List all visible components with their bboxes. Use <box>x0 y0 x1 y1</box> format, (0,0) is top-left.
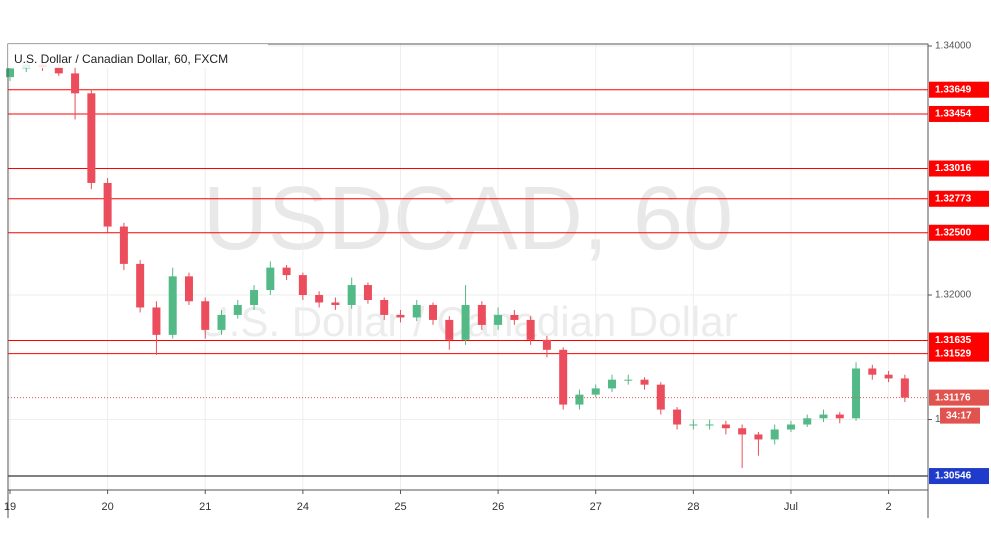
candle-body <box>184 276 193 302</box>
level-line-label: 1.33454 <box>935 109 972 120</box>
candle-body <box>363 285 372 300</box>
candle-body <box>217 314 226 330</box>
candle-body <box>673 409 682 425</box>
candle-body <box>510 314 519 320</box>
level-line-label: 1.33649 <box>935 84 972 95</box>
grid <box>8 44 928 490</box>
candle-body <box>250 290 259 305</box>
candle-body <box>689 424 698 426</box>
y-tick-label: 1.34000 <box>935 41 972 52</box>
candle-body <box>136 263 145 308</box>
level-line-label: 1.32773 <box>935 193 972 204</box>
candle-body <box>396 314 405 318</box>
candle-body <box>412 304 421 318</box>
support-line-label-bg <box>929 468 989 485</box>
candle-body <box>640 379 649 385</box>
candle-body <box>656 384 665 410</box>
level-line-label-bg <box>929 160 989 177</box>
level-line-label: 1.32500 <box>935 227 972 238</box>
candle-body <box>152 307 161 335</box>
x-tick-label: Jul <box>784 501 798 513</box>
level-line-label-bg <box>929 190 989 207</box>
candle-body <box>852 368 861 419</box>
x-tick-label: 25 <box>394 501 406 513</box>
x-tick-label: 28 <box>687 501 699 513</box>
candle-body <box>233 304 242 315</box>
candle-body <box>315 295 324 303</box>
candle-body <box>429 304 438 320</box>
candle-body <box>575 394 584 405</box>
candle-body <box>380 299 389 315</box>
countdown-bg <box>940 407 980 424</box>
level-line-label-bg <box>929 345 989 362</box>
candle-body <box>119 226 128 264</box>
title-bg <box>8 44 268 68</box>
last-price-label: 1.31176 <box>935 392 971 403</box>
candle-body <box>54 67 63 74</box>
candle-body <box>445 319 454 340</box>
candle-body <box>786 424 795 430</box>
candle-body <box>331 302 340 305</box>
candle-body <box>770 429 779 440</box>
candle-body <box>347 285 356 305</box>
support-line-label: 1.30546 <box>935 471 972 482</box>
level-line-label: 1.31635 <box>935 335 972 346</box>
y-tick-label: 1 <box>935 414 941 425</box>
candle-body <box>884 374 893 379</box>
candle-body <box>738 428 747 435</box>
plot <box>6 60 928 477</box>
candle-body <box>624 379 633 381</box>
candle-body <box>477 304 486 325</box>
candle-body <box>754 434 763 440</box>
x-tick-label: 27 <box>590 501 602 513</box>
candle-body <box>607 379 616 389</box>
candle-body <box>526 319 535 340</box>
candle-body <box>298 275 307 296</box>
x-tick-label: 21 <box>199 501 211 513</box>
candle-body <box>266 267 275 291</box>
level-line-label: 1.31529 <box>935 348 972 359</box>
candle-body <box>705 424 714 426</box>
y-tick-label: 1.32000 <box>935 290 972 301</box>
watermark: USDCAD, 60 <box>203 169 733 269</box>
candle-body <box>6 68 14 78</box>
x-tick-label: 24 <box>297 501 309 513</box>
x-tick-label: 2 <box>886 501 892 513</box>
candle-body <box>461 304 470 340</box>
level-line-label-bg <box>929 81 989 98</box>
last-price-label-bg <box>929 389 989 406</box>
candle-body <box>168 276 177 335</box>
chart-title: U.S. Dollar / Canadian Dollar, 60, FXCM <box>14 52 228 66</box>
candle-body <box>835 414 844 419</box>
candle-body <box>819 414 828 419</box>
candle-body <box>591 388 600 395</box>
level-line-label-bg <box>929 224 989 241</box>
countdown: 34:17 <box>946 410 972 421</box>
candle-body <box>103 182 112 227</box>
x-tick-label: 19 <box>4 501 16 513</box>
candle-body <box>542 339 551 350</box>
level-line-label: 1.33016 <box>935 163 972 174</box>
axes: 1.34000 1.32000 1 19 20 21 24 25 26 27 28 Jul 2 1.336… <box>4 41 989 513</box>
candle-body <box>201 301 210 330</box>
level-line-label-bg <box>929 332 989 349</box>
candle-body <box>803 418 812 425</box>
candle-body <box>87 93 96 183</box>
candle-body <box>721 424 730 429</box>
candle-body <box>71 73 80 94</box>
candle-body <box>900 378 909 398</box>
candle-body <box>494 314 503 325</box>
x-tick-label: 26 <box>492 501 504 513</box>
x-tick-label: 20 <box>101 501 113 513</box>
level-line-label-bg <box>929 105 989 122</box>
candle-body <box>282 267 291 276</box>
candle-body <box>559 349 568 405</box>
candle-body <box>868 368 877 375</box>
